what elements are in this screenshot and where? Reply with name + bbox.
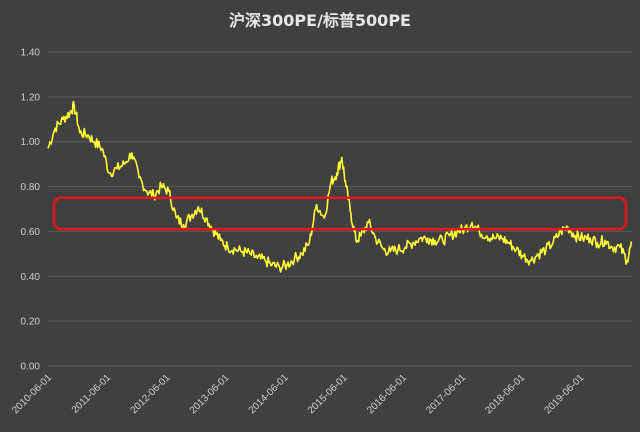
- x-tick-label: 2015-06-01: [306, 372, 350, 416]
- y-tick-label: 1.00: [21, 137, 41, 148]
- y-tick-label: 1.40: [21, 48, 41, 59]
- chart-title: 沪深300PE/标普500PE: [229, 11, 411, 30]
- x-axis-ticks: 2010-06-01 2011-06-01 2012-06-01 2013-06-01…: [10, 372, 587, 416]
- y-tick-label: 0.60: [21, 227, 41, 238]
- y-axis-ticks: 0.00 0.20 0.40 0.60 0.80 1.00 1.20 1.40: [21, 48, 41, 373]
- x-tick-label: 2013-06-01: [188, 372, 232, 416]
- x-tick-label: 2012-06-01: [129, 372, 173, 416]
- highlight-layer: [52, 196, 628, 231]
- highlight-band: [52, 196, 628, 231]
- x-tick-label: 2016-06-01: [365, 372, 409, 416]
- y-tick-label: 0.20: [21, 317, 41, 328]
- y-tick-label: 0.00: [21, 362, 41, 373]
- x-tick-label: 2018-06-01: [483, 372, 527, 416]
- y-tick-label: 0.40: [21, 272, 41, 283]
- grid-layer: [48, 51, 632, 367]
- x-tick-label: 2011-06-01: [70, 372, 114, 416]
- x-tick-label: 2019-06-01: [543, 372, 587, 416]
- x-tick-label: 2014-06-01: [247, 372, 291, 416]
- series-layer: [47, 100, 633, 273]
- x-tick-label: 2010-06-01: [10, 372, 54, 416]
- series-line: [47, 100, 633, 273]
- x-tick-label: 2017-06-01: [424, 372, 468, 416]
- y-tick-label: 0.80: [21, 182, 41, 193]
- y-tick-label: 1.20: [21, 92, 41, 103]
